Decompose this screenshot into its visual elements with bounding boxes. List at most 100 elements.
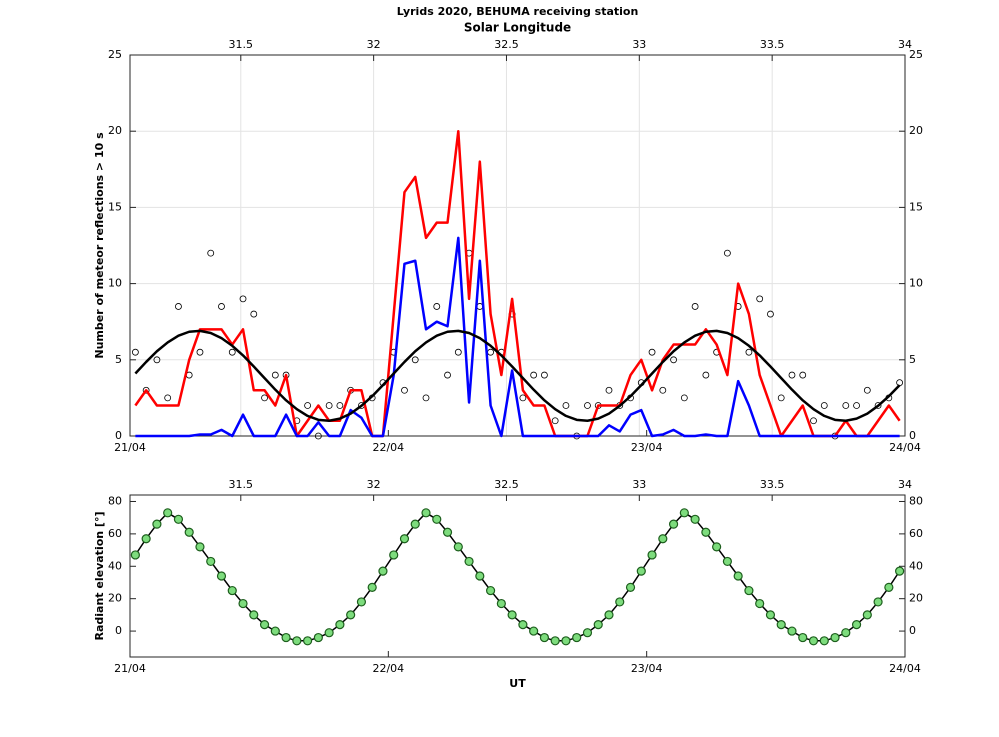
x2-tick-label: 31.5	[229, 38, 254, 51]
x-tick-label: 24/04	[889, 662, 921, 675]
data-point	[141, 534, 151, 544]
data-point	[175, 303, 182, 310]
data-point	[539, 632, 550, 643]
data-point	[313, 632, 323, 643]
x2-tick-label: 33	[632, 38, 646, 51]
data-point	[755, 598, 765, 609]
x-axis-label: UT	[509, 677, 526, 690]
data-point	[541, 371, 548, 379]
x2-tick-label: 31.5	[229, 478, 254, 491]
data-point	[863, 386, 871, 394]
data-point	[432, 514, 442, 524]
data-point	[701, 527, 711, 537]
data-point	[647, 550, 657, 560]
y-tick-label: 10	[108, 277, 122, 290]
data-point	[336, 402, 344, 409]
data-point	[884, 582, 894, 592]
data-point	[733, 571, 743, 581]
data-point	[745, 348, 753, 356]
x2-tick-label: 32.5	[494, 478, 519, 491]
data-point	[744, 585, 754, 596]
data-point	[808, 636, 819, 646]
data-point	[648, 348, 656, 356]
data-point	[153, 356, 161, 364]
data-point	[303, 636, 313, 646]
y-tick-label: 20	[108, 592, 122, 605]
data-point	[399, 534, 410, 544]
x-tick-label: 24/04	[889, 441, 921, 454]
data-point	[152, 519, 162, 529]
data-point	[271, 371, 279, 379]
data-point	[636, 566, 646, 576]
data-point	[216, 571, 227, 581]
data-point	[842, 402, 850, 409]
data-point	[421, 508, 431, 518]
y-axis-label: Number of meteor reflections > 10 s	[93, 132, 106, 359]
y2-tick-label: 25	[909, 48, 923, 61]
data-point	[668, 519, 679, 529]
data-point	[507, 610, 517, 620]
data-line	[134, 129, 901, 438]
data-point	[239, 295, 247, 303]
data-point	[787, 626, 797, 636]
x-tick-label: 23/04	[631, 662, 663, 675]
x2-axis-label: Solar Longitude	[464, 21, 571, 35]
y2-tick-label: 40	[909, 559, 923, 572]
y2-tick-label: 5	[909, 353, 916, 366]
x-tick-label: 21/04	[114, 662, 146, 675]
data-point	[680, 394, 688, 402]
data-point	[584, 402, 591, 409]
data-point	[304, 402, 312, 409]
x2-tick-label: 34	[898, 38, 912, 51]
data-point	[765, 610, 776, 620]
x2-tick-label: 32	[367, 38, 381, 51]
y-axis-label: Radiant elevation [°]	[93, 512, 106, 641]
data-point	[324, 628, 334, 638]
data-point	[820, 402, 828, 409]
x-tick-label: 22/04	[372, 441, 404, 454]
plot-frame	[129, 494, 906, 658]
data-point	[227, 585, 237, 596]
x2-tick-label: 32.5	[494, 38, 519, 51]
data-point	[529, 626, 539, 636]
data-point	[206, 556, 216, 567]
data-point	[130, 550, 140, 560]
data-point	[593, 619, 603, 630]
x2-tick-label: 33	[632, 478, 646, 491]
data-point	[722, 556, 732, 567]
data-point	[464, 556, 474, 567]
y2-tick-label: 10	[909, 277, 923, 290]
y-tick-label: 25	[108, 48, 122, 61]
data-point	[873, 597, 883, 607]
x-tick-label: 23/04	[631, 441, 663, 454]
data-point	[164, 394, 172, 402]
data-point	[562, 402, 570, 409]
data-point	[658, 534, 668, 544]
data-point	[238, 598, 248, 609]
data-point	[422, 394, 430, 402]
x-tick-label: 22/04	[372, 662, 404, 675]
x2-tick-label: 34	[898, 478, 912, 491]
axes: 21/04 22/04 23/04 24/04 31.5 32 32.5 33 33.5 34 0 0…	[93, 5, 923, 454]
x-tick-label: 21/04	[114, 441, 146, 454]
data-point	[551, 417, 559, 425]
y2-tick-label: 20	[909, 124, 923, 137]
data-point	[228, 348, 236, 356]
data-point	[325, 402, 333, 409]
data-point	[314, 432, 322, 440]
y-tick-label: 40	[108, 559, 122, 572]
data-point	[259, 619, 270, 630]
data-point	[367, 582, 377, 592]
data-point	[756, 295, 764, 303]
data-point	[475, 571, 485, 581]
data-point	[862, 610, 872, 620]
data-point	[250, 310, 258, 318]
data-point	[410, 519, 420, 529]
y2-tick-label: 15	[909, 200, 923, 213]
data-point	[519, 394, 527, 402]
data-point	[615, 597, 625, 607]
x2-tick-label: 32	[367, 478, 381, 491]
x2-tick-label: 33.5	[760, 38, 785, 51]
plot-frame	[129, 54, 906, 437]
